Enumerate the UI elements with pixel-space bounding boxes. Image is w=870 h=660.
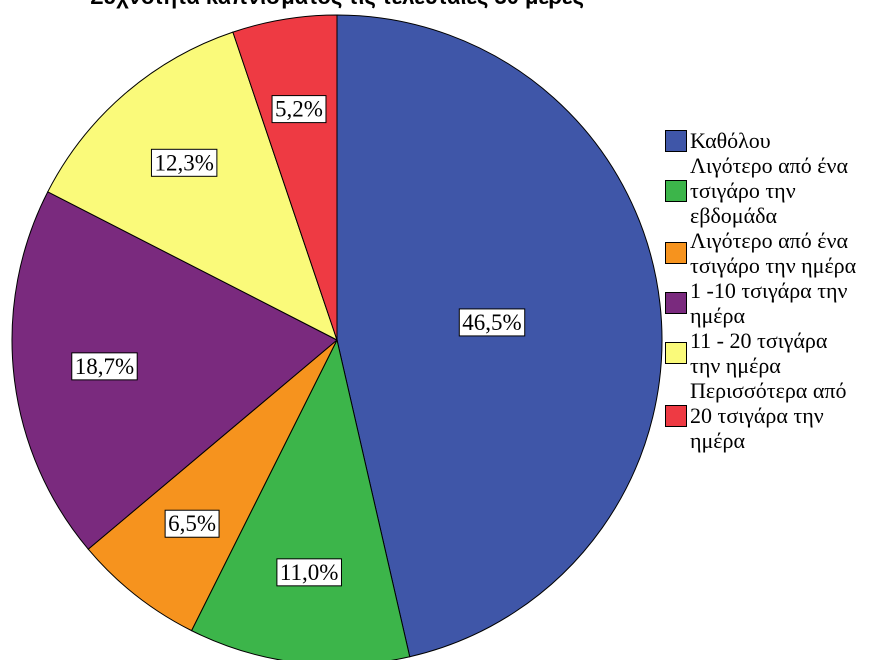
legend-item: Λιγότερο από ένα τσιγάρο την ημέρα [665,228,865,278]
legend-swatch [665,342,687,364]
data-label-box [164,509,220,538]
data-label-box [71,352,138,381]
data-label: 11,0% [276,558,342,587]
legend: Καθόλου Λιγότερο από ένα τσιγάρο την εβδο… [665,128,865,453]
data-label: 46,5% [458,308,526,337]
data-label: 18,7% [71,352,138,381]
legend-item: Περισσότερα από 20 τσιγάρα την ημέρα [665,378,865,453]
legend-label: 11 - 20 τσιγάρα την ημέρα [690,328,828,378]
pie-slice [11,191,338,550]
pie-slice [47,31,338,342]
legend-item: Καθόλου [665,128,865,153]
data-label-text: 11,0% [280,560,339,585]
pie-slice [87,339,338,632]
data-label-box [271,95,327,124]
legend-swatch [665,404,687,427]
data-label-box [458,308,526,337]
data-label-text: 46,5% [462,310,521,335]
data-label: 6,5% [164,509,220,538]
data-label-text: 12,3% [154,150,213,175]
legend-label: 1 -10 τσιγάρα την ημέρα [690,278,848,328]
legend-item: 1 -10 τσιγάρα την ημέρα [665,278,865,328]
legend-swatch [665,179,687,202]
legend-swatch [665,292,687,314]
data-label-box [150,148,218,177]
legend-label: Λιγότερο από ένα τσιγάρο την εβδομάδα [690,153,848,228]
data-label-text: 5,2% [275,97,323,122]
legend-swatch [665,242,687,264]
legend-item: 11 - 20 τσιγάρα την ημέρα [665,328,865,378]
data-label: 5,2% [271,95,327,124]
pie-slice [190,338,411,660]
legend-swatch [665,129,687,152]
data-label-text: 18,7% [75,354,134,379]
legend-label: Καθόλου [690,128,771,153]
legend-item: Λιγότερο από ένα τσιγάρο την εβδομάδα [665,153,865,228]
data-label: 12,3% [150,148,218,177]
legend-label: Περισσότερα από 20 τσιγάρα την ημέρα [690,378,847,453]
chart-title: Συχνότητα καπνίσματος τις τελευταίες 30 … [90,0,584,9]
data-label-box [276,558,342,587]
data-label-text: 6,5% [168,511,216,536]
legend-label: Λιγότερο από ένα τσιγάρο την ημέρα [690,228,857,278]
